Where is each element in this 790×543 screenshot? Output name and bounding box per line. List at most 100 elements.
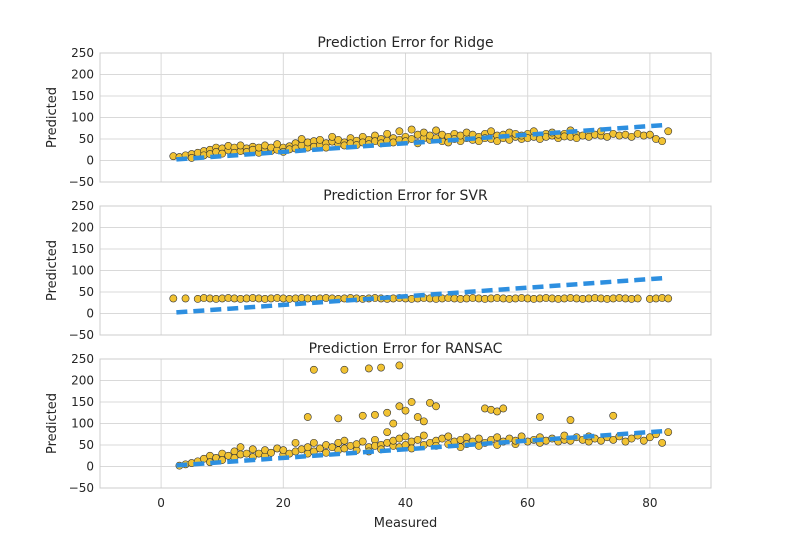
y-tick-label: 250	[71, 352, 94, 366]
data-point	[609, 411, 618, 420]
data-point	[242, 449, 251, 458]
x-tick-label: 80	[642, 496, 657, 510]
data-point	[407, 135, 416, 143]
data-point	[493, 407, 502, 416]
y-tick-label: 0	[86, 307, 94, 321]
y-axis-label: Predicted	[45, 393, 60, 454]
data-point	[493, 433, 502, 442]
data-point	[474, 434, 483, 443]
y-tick-label: 200	[71, 221, 94, 235]
y-tick-label: 250	[71, 199, 94, 213]
x-axis-label: Measured	[374, 516, 438, 531]
y-tick-label: −50	[69, 481, 94, 495]
data-point	[566, 416, 575, 424]
data-point	[627, 434, 636, 443]
data-point	[407, 398, 416, 406]
y-tick-label: 150	[71, 89, 94, 103]
plot-frame	[99, 52, 712, 183]
data-point	[432, 126, 440, 135]
data-point	[358, 437, 367, 446]
data-point	[169, 294, 178, 303]
y-tick-label: 100	[71, 111, 94, 125]
data-point	[395, 402, 404, 411]
data-point	[377, 363, 385, 372]
data-point	[383, 408, 392, 417]
y-tick-label: 100	[71, 264, 94, 278]
chart-title: Prediction Error for Ridge	[317, 35, 493, 51]
data-point	[609, 435, 618, 444]
data-point	[474, 137, 483, 146]
y-tick-label: 50	[79, 132, 94, 146]
y-tick-label: 0	[86, 154, 94, 168]
data-point	[328, 132, 337, 141]
data-point	[364, 364, 373, 373]
data-point	[297, 135, 306, 143]
y-tick-label: 200	[71, 68, 94, 82]
data-point	[432, 402, 440, 411]
data-point	[236, 141, 245, 150]
data-point	[309, 365, 318, 374]
y-tick-label: −50	[69, 175, 94, 189]
data-point	[419, 431, 428, 440]
data-point	[621, 437, 630, 446]
data-point	[560, 431, 569, 440]
chart-title: Prediction Error for RANSAC	[309, 341, 503, 357]
data-point	[646, 130, 654, 139]
data-point	[413, 413, 422, 421]
data-point	[395, 127, 404, 136]
data-point	[658, 137, 667, 146]
y-tick-label: 50	[79, 438, 94, 452]
x-tick-label: 40	[398, 496, 413, 510]
y-tick-label: 100	[71, 417, 94, 431]
data-point	[248, 445, 257, 454]
data-point	[303, 443, 312, 452]
data-point	[322, 143, 330, 152]
data-point	[279, 446, 288, 455]
data-point	[328, 443, 337, 452]
data-point	[316, 135, 324, 144]
x-tick-label: 20	[276, 496, 291, 510]
data-point	[181, 294, 190, 303]
data-point	[236, 443, 245, 452]
data-point	[389, 419, 398, 428]
y-tick-label: 0	[86, 460, 94, 474]
data-point	[334, 414, 343, 423]
y-tick-label: 50	[79, 285, 94, 299]
data-point	[309, 438, 318, 447]
y-tick-label: 150	[71, 395, 94, 409]
data-point	[664, 294, 673, 303]
data-point	[499, 404, 508, 413]
subplot-2: −50 0 50 100 150 200 250 Prediction Error for S…	[45, 188, 712, 342]
data-point	[603, 132, 612, 141]
data-point	[340, 365, 349, 374]
data-point	[383, 428, 392, 436]
data-point	[536, 413, 544, 421]
data-point	[358, 411, 367, 420]
data-point	[444, 432, 453, 441]
data-point	[664, 428, 673, 436]
data-point	[383, 129, 392, 138]
data-point	[462, 433, 471, 442]
subplot-1: −50 0 50 100 150 200 250 Prediction Error for R…	[45, 35, 712, 189]
chart-title: Prediction Error for SVR	[323, 188, 488, 204]
plot-frame	[99, 358, 712, 489]
data-point	[658, 438, 667, 447]
data-point	[371, 410, 379, 419]
data-point	[664, 127, 673, 136]
data-point	[316, 444, 324, 453]
y-axis-label: Predicted	[45, 87, 60, 148]
y-tick-label: 250	[71, 46, 94, 60]
identity-line	[176, 122, 663, 162]
data-point	[395, 361, 404, 370]
data-point	[267, 448, 275, 457]
data-point	[401, 432, 410, 441]
data-point	[493, 137, 502, 146]
data-point	[291, 438, 300, 447]
data-point	[639, 436, 648, 445]
x-tick-label: 60	[520, 496, 535, 510]
data-point	[426, 398, 434, 407]
y-tick-label: 150	[71, 242, 94, 256]
data-point	[273, 140, 282, 149]
